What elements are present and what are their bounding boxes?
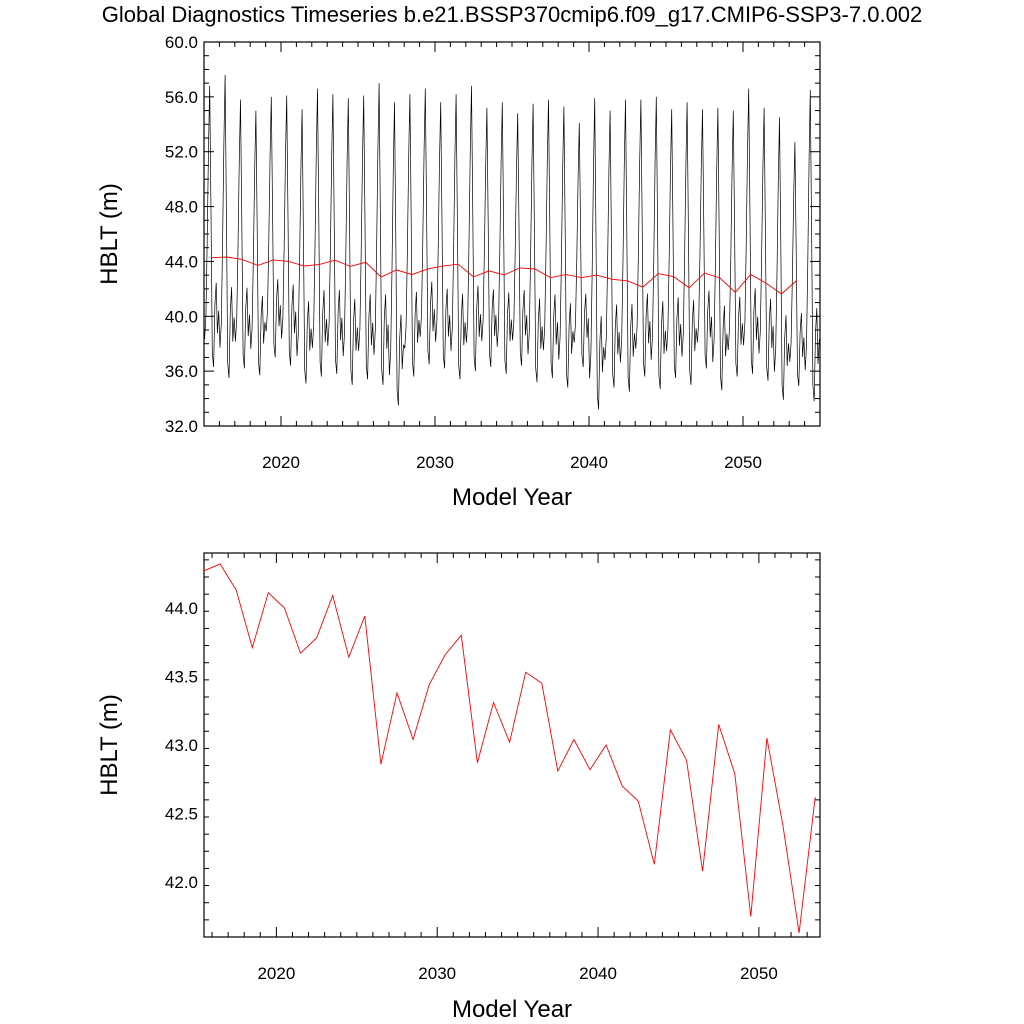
y-tick-label: 36.0 <box>165 362 198 381</box>
y-tick-label: 42.0 <box>165 873 198 892</box>
y-tick-label: 52.0 <box>165 143 198 162</box>
x-tick-label: 2030 <box>418 964 456 983</box>
x-tick-label: 2040 <box>579 964 617 983</box>
y-tick-label: 56.0 <box>165 88 198 107</box>
bottom-x-axis-label: Model Year <box>452 996 572 1023</box>
top-y-axis-label: HBLT (m) <box>96 183 123 285</box>
top-annual-series <box>211 256 798 295</box>
x-tick-label: 2020 <box>262 453 300 472</box>
y-tick-label: 60.0 <box>165 33 198 52</box>
top-panel: 2020 2030 2040 2050 32.0 36.0 40.0 44.0 48.0 52.… <box>96 33 821 511</box>
x-tick-label: 2050 <box>740 964 778 983</box>
annual-mean-line <box>211 256 798 295</box>
x-tick-label: 2050 <box>724 453 762 472</box>
y-tick-label: 44.0 <box>165 599 198 618</box>
bottom-plot-frame <box>203 552 821 938</box>
top-plot-frame <box>203 41 821 427</box>
bottom-x-axis: 2020 2030 2040 2050 <box>211 553 808 983</box>
bottom-y-axis-label: HBLT (m) <box>96 694 123 796</box>
y-tick-label: 44.0 <box>165 252 198 271</box>
monthly-mean-line <box>204 74 820 410</box>
top-x-axis-label: Model Year <box>452 484 572 511</box>
bottom-annual-series <box>203 563 816 933</box>
y-tick-label: 42.5 <box>165 805 198 824</box>
x-tick-label: 2030 <box>416 453 454 472</box>
x-tick-label: 2040 <box>570 453 608 472</box>
y-tick-label: 43.5 <box>165 667 198 686</box>
x-tick-label: 2020 <box>257 964 295 983</box>
bottom-y-axis: 42.0 42.5 43.0 43.5 44.0 <box>165 559 820 938</box>
y-tick-label: 43.0 <box>165 736 198 755</box>
top-monthly-series <box>204 74 820 410</box>
y-tick-label: 32.0 <box>165 417 198 436</box>
top-y-axis: 32.0 36.0 40.0 44.0 48.0 52.0 56.0 60.0 <box>165 33 820 436</box>
y-tick-label: 40.0 <box>165 307 198 326</box>
figure-title: Global Diagnostics Timeseries b.e21.BSSP… <box>102 2 923 27</box>
annual-mean-line <box>203 563 816 933</box>
top-x-axis: 2020 2030 2040 2050 <box>203 42 821 472</box>
bottom-panel: 2020 2030 2040 2050 42.0 42.5 43.0 43.5 44.0 Mo… <box>96 552 821 1023</box>
y-tick-label: 48.0 <box>165 198 198 217</box>
